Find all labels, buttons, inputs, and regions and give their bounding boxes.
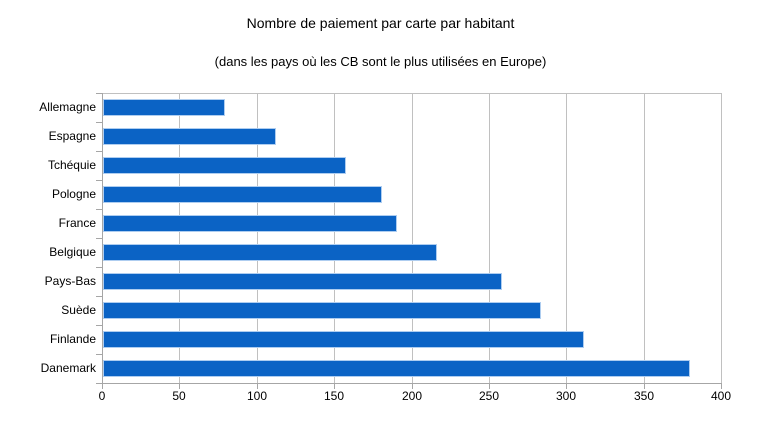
gridline xyxy=(257,93,258,383)
y-tick-mark xyxy=(96,383,103,384)
bar xyxy=(103,186,382,203)
bar xyxy=(103,99,225,116)
y-tick-mark xyxy=(96,151,103,152)
x-tick-label: 0 xyxy=(98,389,106,403)
x-tick-mark xyxy=(257,383,258,389)
bar xyxy=(103,360,690,377)
x-tick-mark xyxy=(489,383,490,389)
y-tick-mark xyxy=(96,122,103,123)
bar xyxy=(103,215,397,232)
x-tick-label: 400 xyxy=(710,389,732,403)
x-tick-mark xyxy=(334,383,335,389)
gridline xyxy=(179,93,180,383)
y-tick-mark xyxy=(96,267,103,268)
x-tick-mark xyxy=(644,383,645,389)
bar xyxy=(103,273,502,290)
category-label: Danemark xyxy=(40,361,96,375)
x-tick-label: 200 xyxy=(401,389,423,403)
x-tick-mark xyxy=(566,383,567,389)
category-label: Tchéquie xyxy=(47,158,96,172)
plot-area xyxy=(96,93,722,389)
x-tick-label: 150 xyxy=(323,389,345,403)
x-tick-label: 50 xyxy=(172,389,186,403)
bar xyxy=(103,244,437,261)
category-label: France xyxy=(58,216,96,230)
category-label: Espagne xyxy=(48,129,96,143)
x-tick-label: 300 xyxy=(555,389,577,403)
gridline xyxy=(721,93,722,383)
gridline xyxy=(412,93,413,383)
bar xyxy=(103,331,584,348)
y-tick-mark xyxy=(96,93,103,94)
category-label: Finlande xyxy=(49,332,96,346)
y-tick-mark xyxy=(96,325,103,326)
y-tick-mark xyxy=(96,296,103,297)
x-tick-mark xyxy=(721,383,722,389)
y-tick-mark xyxy=(96,180,103,181)
x-tick-mark xyxy=(102,383,103,389)
category-label: Suède xyxy=(61,303,96,317)
category-label: Allemagne xyxy=(39,100,96,114)
y-tick-mark xyxy=(96,354,103,355)
plot-top-border xyxy=(102,93,722,94)
category-label: Pays-Bas xyxy=(44,274,96,288)
chart-title: Nombre de paiement par carte par habitan… xyxy=(246,15,515,31)
x-tick-mark xyxy=(412,383,413,389)
gridline xyxy=(566,93,567,383)
gridline xyxy=(644,93,645,383)
bar xyxy=(103,302,541,319)
x-tick-mark xyxy=(179,383,180,389)
category-label: Pologne xyxy=(51,187,96,201)
bar xyxy=(103,157,346,174)
bar xyxy=(103,128,276,145)
y-tick-mark xyxy=(96,209,103,210)
x-tick-label: 350 xyxy=(633,389,655,403)
gridline xyxy=(489,93,490,383)
x-tick-label: 250 xyxy=(478,389,500,403)
y-tick-mark xyxy=(96,238,103,239)
gridline xyxy=(334,93,335,383)
category-label: Belgique xyxy=(49,245,96,259)
x-tick-label: 100 xyxy=(246,389,268,403)
chart-subtitle: (dans les pays où les CB sont le plus ut… xyxy=(214,54,547,69)
